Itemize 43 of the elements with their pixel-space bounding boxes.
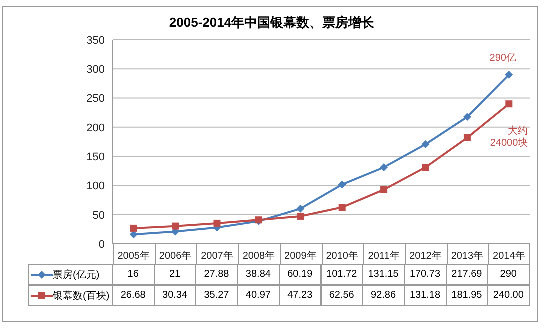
data-label: 290 [487, 264, 530, 285]
x-tick-label: 2009年 [284, 250, 317, 262]
annotation: 大约 24000块 [490, 125, 528, 150]
data-label: 92.86 [362, 285, 405, 306]
chart-title: 2005-2014年中国银幕数、票房增长 [168, 14, 376, 32]
x-tick-label: 2008年 [242, 250, 276, 262]
data-label: 30.34 [154, 285, 196, 306]
data-label: 21 [154, 264, 196, 285]
data-label: 240.00 [487, 285, 530, 306]
data-label: 181.95 [446, 285, 488, 306]
x-tick-label: 2012年 [410, 250, 442, 262]
annotation: 290亿 [490, 52, 516, 64]
data-label: 16 [112, 264, 155, 285]
legend-label: 银幕数(百块) [53, 290, 110, 302]
y-tick-label: 0 [98, 238, 105, 251]
data-label: 131.15 [362, 264, 405, 285]
y-tick-label: 200 [86, 122, 105, 134]
x-tick-label: 2010年 [326, 250, 358, 262]
data-label: 217.69 [446, 264, 488, 285]
x-tick-label: 2006年 [159, 250, 192, 262]
x-tick-label: 2011年 [368, 250, 400, 262]
data-label: 38.84 [237, 264, 280, 285]
data-label: 27.88 [195, 264, 238, 285]
data-label: 35.27 [195, 285, 238, 306]
x-tick-label: 2013年 [451, 250, 484, 262]
data-label: 101.72 [320, 264, 364, 285]
y-tick-label: 350 [86, 34, 105, 47]
data-label: 60.19 [278, 264, 322, 285]
data-label: 62.56 [320, 285, 364, 306]
legend-label: 票房(亿元) [53, 268, 100, 282]
x-tick-label: 2014年 [493, 250, 526, 262]
y-tick-label: 300 [86, 64, 105, 76]
data-label: 26.68 [112, 285, 155, 306]
data-label: 40.97 [237, 285, 280, 306]
y-tick-label: 50 [92, 210, 105, 222]
y-tick-label: 100 [86, 180, 105, 193]
data-label: 170.73 [404, 264, 447, 285]
x-tick-label: 2005年 [118, 250, 150, 262]
y-tick-label: 250 [86, 93, 105, 106]
x-tick-label: 2007年 [201, 250, 234, 262]
data-label: 47.23 [278, 285, 322, 306]
data-label: 131.18 [404, 285, 447, 306]
y-tick-label: 150 [86, 151, 105, 164]
